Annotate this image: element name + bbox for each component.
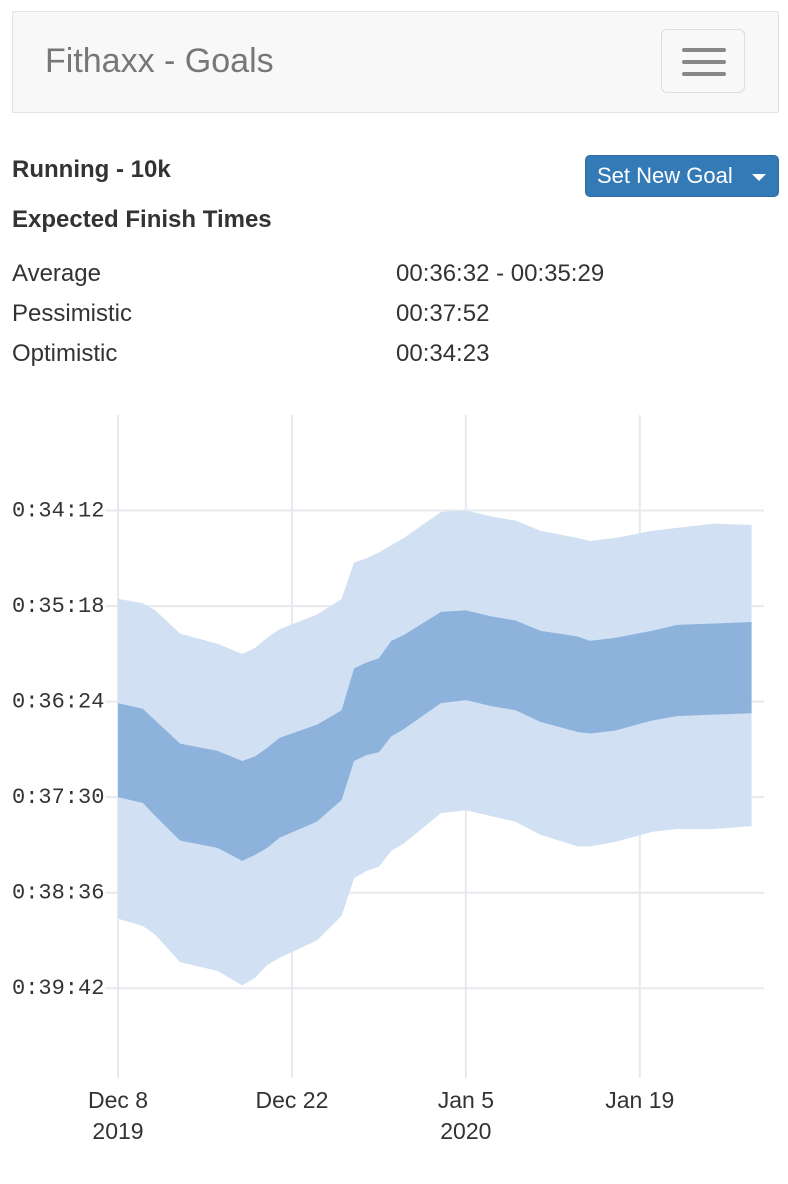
goal-name: Running - 10k — [12, 156, 171, 183]
y-tick-label: 0:34:12 — [12, 498, 104, 523]
section-title: Expected Finish Times — [12, 206, 272, 233]
band — [118, 510, 752, 986]
y-tick-label: 0:39:42 — [12, 976, 104, 1001]
row-value: 00:36:32 - 00:35:29 — [396, 260, 605, 287]
row-label: Optimistic — [12, 340, 118, 367]
y-tick-label: 0:38:36 — [12, 881, 104, 906]
row-value: 00:37:52 — [396, 300, 490, 327]
menu-button[interactable] — [661, 29, 745, 93]
row-label: Average — [12, 260, 101, 287]
x-tick-label: Jan 5 — [438, 1087, 494, 1113]
set-goal-button[interactable]: Set New Goal — [585, 155, 779, 197]
x-tick-sublabel: 2019 — [92, 1118, 143, 1144]
y-tick-label: 0:35:18 — [12, 594, 104, 619]
row-value: 00:34:23 — [396, 340, 490, 367]
caret — [752, 174, 766, 181]
row-label: Pessimistic — [12, 300, 133, 327]
x-tick-label: Jan 19 — [605, 1087, 674, 1113]
brand[interactable]: Fithaxx - Goals — [45, 42, 274, 80]
y-tick-label: 0:36:24 — [12, 689, 104, 714]
navbar: Fithaxx - Goals — [12, 11, 779, 113]
x-tick-sublabel: 2020 — [440, 1118, 491, 1144]
x-tick-label: Dec 8 — [88, 1087, 148, 1113]
x-tick-label: Dec 22 — [256, 1087, 329, 1113]
button-label[interactable]: Set New Goal — [597, 163, 733, 188]
band — [118, 610, 752, 861]
y-tick-label: 0:37:30 — [12, 785, 104, 810]
chart: Dec 8 2019 Dec 22 Jan 5 2020 Jan 19 0:34:12 0:3… — [12, 415, 764, 1144]
